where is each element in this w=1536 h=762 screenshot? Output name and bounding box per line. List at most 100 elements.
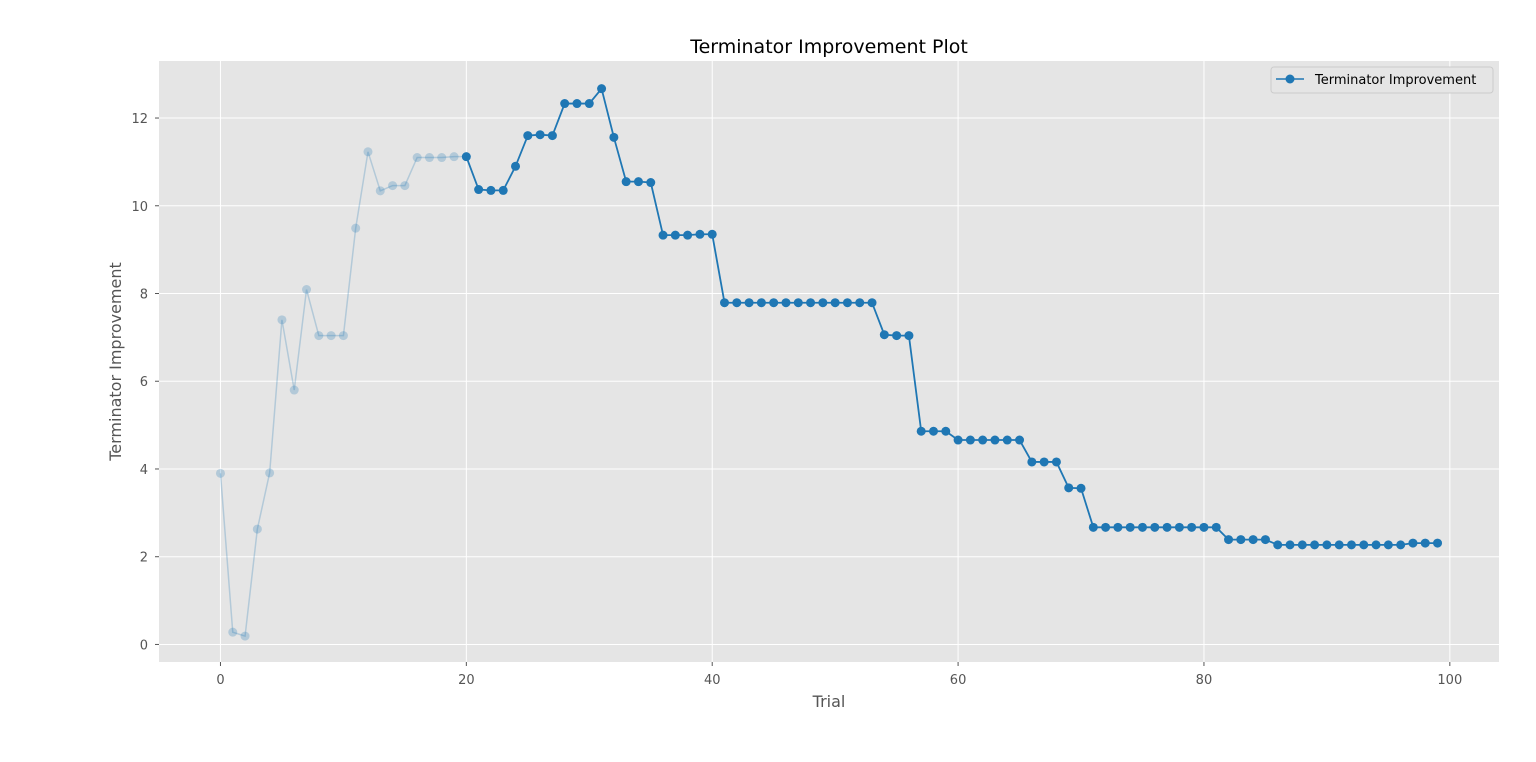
data-point (928, 426, 938, 436)
grid-lines (159, 61, 1499, 662)
data-point (1224, 535, 1234, 545)
data-point (1088, 522, 1098, 532)
data-point (879, 330, 889, 340)
legend: Terminator Improvement (1270, 66, 1494, 94)
data-point (1051, 457, 1061, 467)
data-point (1420, 538, 1430, 548)
legend-marker-swatch (1285, 74, 1295, 84)
y-tick-label: 2 (140, 551, 148, 566)
data-point (1150, 522, 1160, 532)
data-point-faded (437, 153, 447, 163)
data-point (744, 298, 754, 308)
plot-area (159, 61, 1499, 662)
data-point (990, 435, 1000, 445)
data-point (621, 177, 631, 187)
data-point (732, 298, 742, 308)
data-point (572, 99, 582, 109)
data-point-faded (228, 627, 238, 637)
data-point (670, 230, 680, 240)
data-point (1064, 483, 1074, 493)
chart-title: Terminator Improvement Plot (689, 36, 968, 58)
data-point-faded (215, 468, 225, 478)
series-terminator-improvement (461, 84, 1443, 550)
data-point (1137, 522, 1147, 532)
data-point (1015, 435, 1025, 445)
data-point (916, 426, 926, 436)
data-point-faded (289, 385, 299, 395)
x-axis-ticks: 0 20 40 60 80 100 (216, 662, 1462, 688)
data-point (830, 298, 840, 308)
data-point (978, 435, 988, 445)
data-point (1002, 435, 1012, 445)
data-point (1113, 522, 1123, 532)
data-point (633, 177, 643, 187)
series-line-faded (219, 151, 467, 638)
data-point (1211, 522, 1221, 532)
data-point (1236, 535, 1246, 545)
data-point (486, 185, 496, 195)
data-point (1162, 522, 1172, 532)
data-point (1285, 540, 1295, 550)
data-point (1101, 522, 1111, 532)
data-point-faded (412, 153, 422, 163)
data-point (1199, 522, 1209, 532)
data-point (474, 185, 484, 195)
data-point-faded (363, 147, 373, 157)
data-point (941, 426, 951, 436)
data-point (793, 298, 803, 308)
data-point (1383, 540, 1393, 550)
data-point (1433, 538, 1443, 548)
series-faded-early-trials (215, 147, 467, 641)
data-point (609, 132, 619, 142)
y-axis-ticks: 0 2 4 6 8 10 12 (131, 112, 159, 653)
data-point (756, 298, 766, 308)
data-point (646, 178, 656, 188)
data-point (1248, 535, 1258, 545)
data-point (707, 229, 717, 239)
data-point (511, 161, 521, 171)
data-point-faded (314, 331, 324, 341)
data-point (720, 298, 730, 308)
data-point-faded (265, 468, 275, 478)
data-point (1408, 538, 1418, 548)
data-point (1039, 457, 1049, 467)
data-point (769, 298, 779, 308)
x-axis-label: Trial (812, 692, 846, 711)
data-point (1260, 535, 1270, 545)
data-point (1334, 540, 1344, 550)
x-tick-label: 80 (1196, 673, 1213, 688)
data-point (1273, 540, 1283, 550)
data-point (584, 99, 594, 109)
data-point (1359, 540, 1369, 550)
data-point (1346, 540, 1356, 550)
data-point (818, 298, 828, 308)
data-point (1187, 522, 1197, 532)
data-point (498, 185, 508, 195)
data-point-faded (424, 153, 434, 163)
data-point-faded (351, 223, 361, 233)
y-tick-label: 6 (140, 375, 148, 390)
data-point (535, 130, 545, 140)
data-point-faded (326, 331, 336, 341)
data-point (1174, 522, 1184, 532)
y-tick-label: 10 (131, 200, 148, 215)
data-point (597, 84, 607, 94)
legend-box (1270, 66, 1494, 94)
data-point (461, 152, 471, 162)
data-point (1371, 540, 1381, 550)
data-point (547, 131, 557, 141)
data-point (842, 298, 852, 308)
data-point-faded (240, 631, 250, 641)
data-point (658, 230, 668, 240)
data-point (855, 298, 865, 308)
data-point (1027, 457, 1037, 467)
data-point-faded (302, 285, 312, 295)
data-point (1297, 540, 1307, 550)
data-point-faded (252, 524, 262, 534)
x-tick-label: 0 (216, 673, 224, 688)
x-tick-label: 40 (704, 673, 721, 688)
y-tick-label: 0 (140, 638, 148, 653)
data-point-faded (277, 315, 287, 325)
data-point (1396, 540, 1406, 550)
y-axis-label: Terminator Improvement (106, 262, 125, 462)
